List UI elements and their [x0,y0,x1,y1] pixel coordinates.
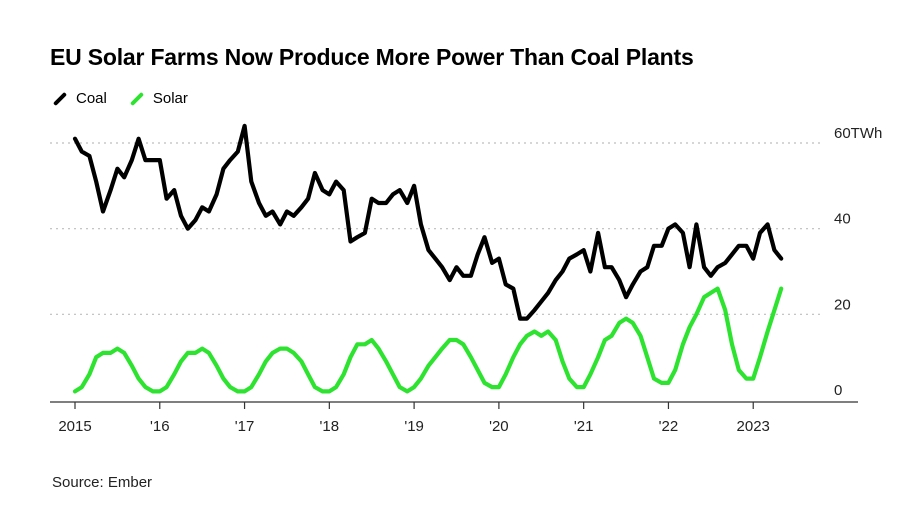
x-tick-label-2020: '20 [489,418,509,435]
series-line-coal [72,123,784,321]
x-tick-label-2019: '19 [404,418,424,435]
x-tick-label-2021: '21 [574,418,594,435]
x-tick-label-2018: '18 [320,418,340,435]
x-tick-label-2015: 2015 [58,418,91,435]
y-tick-label-40: 40 [834,211,851,228]
source-note: Source: Ember [52,474,153,491]
legend-item-solar: Solar [129,90,188,107]
y-tick-label-0: 0 [834,382,842,399]
x-tick-label-2022: '22 [659,418,679,435]
y-tick-label-60: 60TWh [834,125,882,142]
x-tick-label-2017: '17 [235,418,255,435]
chart-legend: Coal Solar [52,90,210,107]
chart-title: EU Solar Farms Now Produce More Power Th… [50,44,694,70]
series-line-solar [72,286,784,394]
legend-item-coal: Coal [52,90,107,107]
x-tick-label-2016: '16 [150,418,170,435]
legend-label-solar: Solar [152,90,188,107]
y-tick-label-20: 20 [834,296,851,313]
legend-label-coal: Coal [76,90,107,107]
x-tick-label-2023: 2023 [737,418,770,435]
